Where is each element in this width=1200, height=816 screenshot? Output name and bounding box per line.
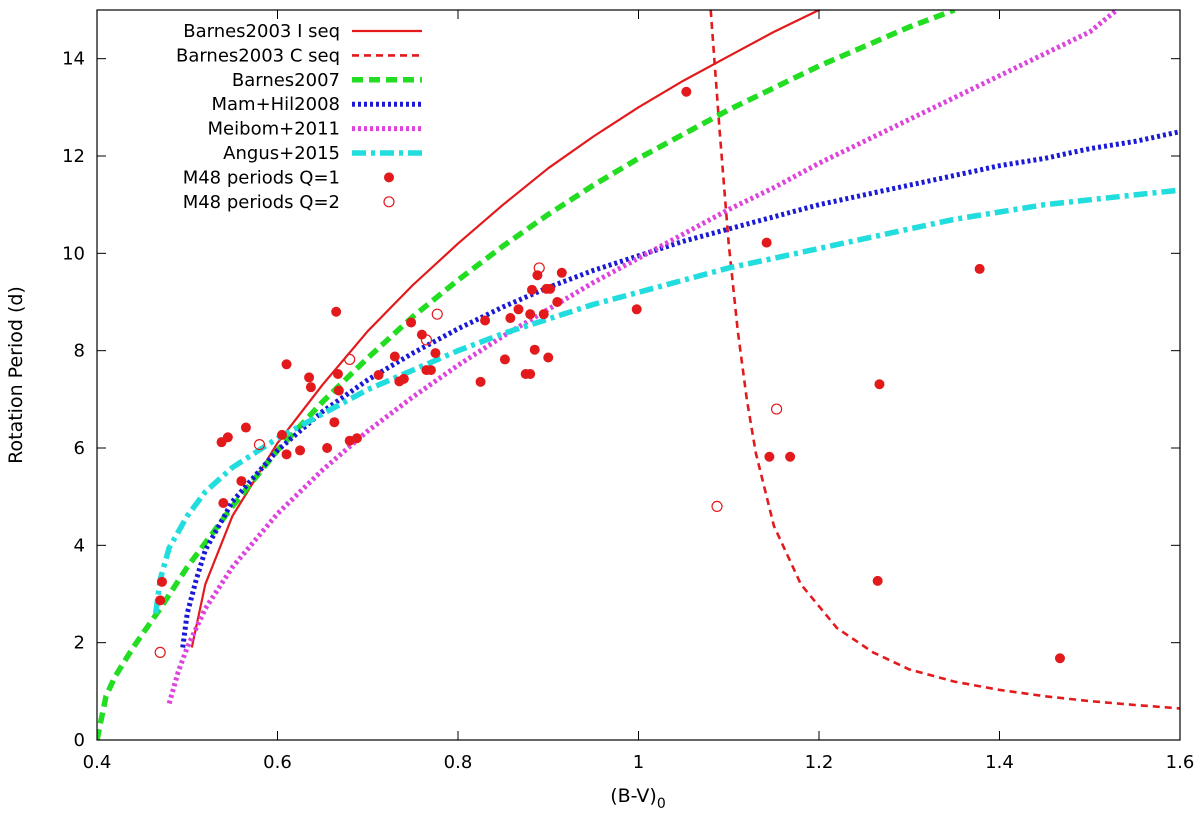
- point-q2: [154, 646, 166, 659]
- point-q1: [872, 575, 883, 586]
- y-tick-label: 0: [74, 730, 85, 751]
- point-q2: [711, 500, 723, 512]
- point-q2: [344, 353, 356, 366]
- x-tick-label: 1: [633, 752, 644, 773]
- series-line-5: [166, 10, 1119, 705]
- legend-label: Barnes2003 C seq: [176, 45, 340, 66]
- legend-swatch: [384, 172, 394, 183]
- y-tick-label: 2: [74, 633, 85, 654]
- point-q1: [525, 309, 536, 320]
- y-tick-label: 8: [74, 341, 85, 362]
- y-tick-label: 4: [74, 535, 85, 556]
- point-q2: [431, 308, 443, 320]
- point-q1: [538, 309, 549, 320]
- point-q1: [761, 237, 772, 248]
- series-line-6: [152, 187, 1180, 614]
- point-q1: [329, 417, 340, 428]
- point-q1: [398, 373, 409, 384]
- point-q1: [373, 370, 384, 380]
- point-q1: [764, 451, 775, 462]
- point-q1: [416, 329, 427, 340]
- y-tick-label: 12: [62, 146, 85, 167]
- x-tick-label: 1.6: [1166, 752, 1195, 773]
- x-tick-label: 0.8: [444, 752, 473, 773]
- point-q1: [785, 451, 796, 462]
- point-q1: [505, 313, 516, 324]
- point-q1: [218, 497, 229, 508]
- point-q1: [425, 365, 436, 376]
- x-axis-label-main: (B-V): [610, 785, 657, 807]
- point-q2: [770, 403, 783, 415]
- point-q1: [304, 372, 315, 383]
- y-tick-label: 14: [62, 49, 85, 70]
- point-q1: [527, 284, 538, 295]
- series-layer: [97, 10, 1180, 740]
- point-q1: [480, 315, 491, 326]
- point-q1: [532, 270, 543, 281]
- point-q1: [351, 433, 362, 444]
- point-q1: [155, 595, 166, 606]
- point-q1: [277, 429, 288, 440]
- y-axis-label: Rotation Period (d): [5, 286, 27, 464]
- legend-label: Meibom+2011: [208, 119, 340, 140]
- point-q2: [420, 334, 433, 346]
- point-q1: [240, 422, 251, 433]
- point-q1: [556, 267, 567, 278]
- series-line-2: [709, 10, 1180, 710]
- ticks-layer: 0.4 0.6 0.8 1 1.2 1.4 1.6 0 2 4 6 8 10 12 14: [62, 10, 1194, 773]
- point-q1: [156, 576, 167, 587]
- point-q1: [332, 369, 343, 380]
- point-q1: [389, 351, 400, 362]
- series-line-1: [190, 10, 822, 648]
- point-q1: [236, 476, 247, 487]
- legend-label: Mam+Hil2008: [211, 94, 340, 115]
- point-q1: [1054, 653, 1065, 664]
- point-q1: [552, 297, 563, 307]
- legend-swatch: [383, 196, 395, 208]
- point-q1: [543, 352, 554, 363]
- x-tick-label: 1.4: [985, 752, 1014, 773]
- point-q1: [475, 376, 486, 387]
- point-q1: [513, 304, 524, 315]
- point-q1: [974, 263, 985, 274]
- point-q1: [281, 449, 292, 460]
- x-axis-label: (B-V)0: [610, 785, 666, 812]
- point-q1: [529, 344, 540, 355]
- x-tick-label: 0.6: [263, 752, 292, 773]
- x-tick-label: 0.4: [83, 752, 112, 773]
- legend: Barnes2003 I seq Barnes2003 C seq Barnes20…: [176, 21, 422, 213]
- point-q1: [499, 354, 510, 365]
- y-tick-label: 6: [74, 438, 85, 459]
- y-tick-label: 10: [62, 243, 85, 264]
- x-axis-label-subscript: 0: [657, 796, 666, 812]
- point-q1: [295, 445, 306, 456]
- point-q2: [253, 438, 266, 451]
- point-q1: [681, 86, 692, 97]
- legend-label: Barnes2007: [232, 70, 340, 91]
- legend-label: M48 periods Q=2: [183, 192, 340, 213]
- point-q1: [322, 443, 333, 453]
- point-q1: [406, 317, 417, 328]
- point-q1: [545, 283, 556, 294]
- legend-label: Barnes2003 I seq: [183, 21, 340, 42]
- legend-label: M48 periods Q=1: [183, 167, 340, 188]
- point-q1: [281, 359, 292, 370]
- point-q1: [331, 306, 342, 317]
- point-q1: [222, 432, 233, 443]
- point-q2: [533, 262, 545, 274]
- points-layer: [154, 86, 1065, 664]
- point-q1: [430, 348, 441, 359]
- series-line-4: [180, 129, 1180, 648]
- point-q1: [631, 304, 642, 315]
- point-q1: [874, 379, 885, 390]
- x-tick-label: 1.2: [805, 752, 834, 773]
- point-q1: [525, 369, 536, 380]
- legend-label: Angus+2015: [223, 143, 340, 164]
- point-q1: [305, 382, 316, 393]
- point-q1: [333, 385, 344, 396]
